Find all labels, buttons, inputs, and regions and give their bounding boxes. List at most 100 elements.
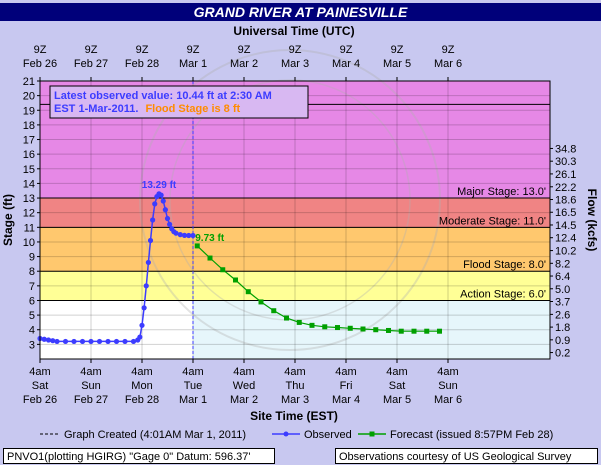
x-tick-day: Sat	[32, 380, 49, 392]
top-tick-time: 9Z	[34, 44, 47, 56]
forecast-point	[322, 324, 328, 330]
x-tick-day: Fri	[340, 380, 353, 392]
y-tick-label: 18	[23, 120, 35, 132]
threshold-label: Major Stage: 13.0'	[457, 186, 546, 198]
observed-point	[139, 322, 145, 328]
observed-point	[167, 221, 173, 227]
forecast-point	[360, 326, 366, 332]
forecast-point	[284, 315, 289, 321]
x-tick-day: Tue	[184, 380, 203, 392]
forecast-point	[437, 328, 442, 334]
x-tick-time: 4am	[80, 366, 101, 378]
observed-point	[41, 336, 47, 342]
y-tick-label: 20	[23, 91, 35, 103]
y2-tick-label: 3.7	[555, 296, 570, 308]
latest-value-box	[49, 85, 309, 119]
y2-tick-label: 12.4	[555, 233, 576, 245]
legend: Graph Created (4:01AM Mar 1, 2011) Obser…	[40, 429, 553, 441]
observed-point	[147, 237, 154, 244]
x-tick-date: Mar 4	[332, 394, 360, 406]
top-tick-time: 9Z	[340, 44, 353, 56]
y-tick-label: 11	[24, 222, 35, 234]
bottom-axis-title: Site Time (EST)	[250, 409, 338, 423]
forecast-point	[233, 277, 238, 283]
y-tick-label: 15	[23, 164, 35, 176]
footer-datum: PNVO1(plotting HGIRG) "Gage 0" Datum: 59…	[3, 448, 275, 464]
observed-point	[162, 207, 168, 213]
forecast-point	[347, 325, 353, 331]
threshold-label: Moderate Stage: 11.0'	[439, 215, 546, 227]
footer-credit: Observations courtesy of US Geological S…	[335, 448, 598, 464]
observed-point	[137, 334, 143, 340]
top-axis-title: Universal Time (UTC)	[233, 24, 354, 38]
top-tick-date: Mar 4	[332, 58, 360, 70]
observed-point	[143, 283, 149, 289]
y-tick-label: 4	[29, 325, 35, 337]
band-moderate	[40, 198, 550, 228]
y-tick-label: 3	[29, 339, 35, 351]
y2-tick-label: 14.5	[555, 220, 576, 232]
legend-observed: Observed	[304, 429, 352, 441]
forecast-point	[398, 328, 404, 334]
y-tick-label: 12	[23, 208, 35, 220]
observed-point	[173, 230, 179, 236]
chart-title: GRAND RIVER AT PAINESVILLE	[0, 3, 601, 21]
y-tick-label: 13	[23, 193, 35, 205]
y-tick-label: 14	[23, 178, 35, 190]
latest-value-line2: EST 1-Mar-2011. Flood Stage is 8 ft	[54, 103, 241, 115]
legend-observed-marker	[283, 431, 289, 437]
observed-point	[88, 338, 94, 345]
observed-point	[145, 259, 151, 266]
x-tick-date: Feb 27	[74, 394, 108, 406]
y2-axis-title: Flow (kcfs)	[585, 189, 599, 252]
axes-layer: 3 4 5 6 7 8 9 10 11 12 13 14 15 16 17 18 19 20 21 0.20.91.8…	[23, 44, 577, 406]
observed-point	[62, 338, 69, 345]
y-tick-label: 9	[29, 252, 35, 264]
observed-point	[181, 232, 188, 238]
y2-tick-label: 2.6	[555, 309, 570, 321]
top-tick-date: Mar 1	[179, 58, 207, 70]
noaa-watermark	[139, 49, 441, 351]
forecast-point	[335, 325, 340, 331]
observed-point	[113, 338, 120, 345]
top-tick-time: 9Z	[187, 44, 200, 56]
x-tick-date: Mar 3	[281, 394, 309, 406]
y2-tick-label: 0.9	[555, 335, 570, 347]
threshold-label: Flood Stage: 8.0'	[463, 259, 546, 271]
x-tick-time: 4am	[284, 366, 305, 378]
latest-value-line1: Latest observed value: 10.44 ft at 2:30 …	[54, 90, 272, 102]
legend-forecast-marker	[369, 431, 375, 437]
y2-tick-label: 1.8	[555, 322, 570, 334]
top-tick-time: 9Z	[85, 44, 98, 56]
top-tick-date: Feb 27	[74, 58, 108, 70]
forecast-point	[194, 243, 200, 249]
x-tick-time: 4am	[182, 366, 203, 378]
x-tick-date: Mar 6	[434, 394, 462, 406]
observed-point	[177, 232, 183, 238]
forecast-point	[411, 328, 417, 334]
y-tick-label: 17	[23, 135, 35, 147]
plot-border	[39, 80, 551, 360]
y-tick-label: 5	[29, 310, 35, 322]
y2-tick-label: 22.2	[555, 182, 576, 194]
y2-tick-label: 26.1	[555, 169, 576, 181]
flood-stage-note: Flood Stage is 8 ft	[145, 103, 240, 115]
forecast-point	[424, 328, 430, 334]
top-tick-time: 9Z	[238, 44, 251, 56]
x-tick-date: Feb 28	[125, 394, 159, 406]
top-tick-time: 9Z	[136, 44, 149, 56]
top-tick-date: Mar 2	[230, 58, 258, 70]
series-layer: 13.29 ft 9.73 ft	[37, 180, 442, 345]
legend-graph-created: Graph Created (4:01AM Mar 1, 2011)	[64, 429, 246, 441]
y2-tick-label: 34.8	[555, 143, 576, 155]
y-tick-label: 8	[29, 266, 35, 278]
top-tick-date: Mar 5	[383, 58, 411, 70]
forecast-point	[373, 327, 379, 333]
y-tick-label: 7	[29, 281, 35, 293]
observed-point	[130, 338, 137, 345]
observed-point	[186, 232, 192, 239]
forecast-start-label: 9.73 ft	[195, 233, 225, 244]
forecast-point	[309, 322, 315, 328]
